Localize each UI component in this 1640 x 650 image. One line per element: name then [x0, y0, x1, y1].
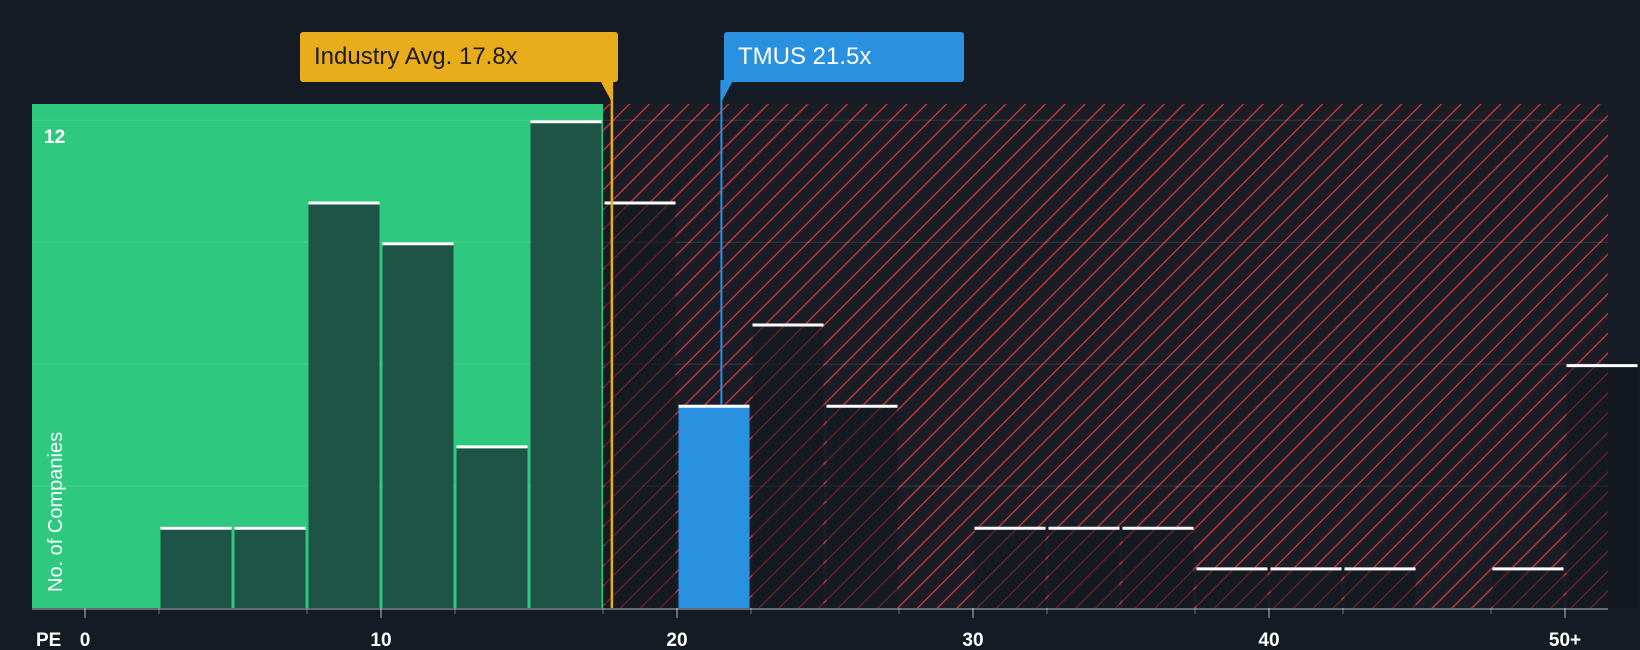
- histogram-bar: [1566, 364, 1638, 608]
- histogram-bar: [1122, 526, 1194, 608]
- x-tick-label: 50+: [1549, 630, 1581, 650]
- x-tick-label: 40: [1258, 630, 1279, 650]
- y-axis-title: No. of Companies: [45, 432, 67, 592]
- company-pe-callout: TMUS 21.5x: [724, 32, 964, 82]
- histogram-bar: [974, 526, 1046, 608]
- histogram-bar: [826, 404, 898, 608]
- x-tick-label: 0: [80, 630, 91, 650]
- industry-average-pointer: [599, 80, 613, 104]
- y-tick-label: 12: [44, 127, 65, 148]
- x-tick-label: 10: [370, 630, 391, 650]
- histogram-bar: [1048, 526, 1120, 608]
- histogram-bar: [604, 201, 676, 608]
- histogram-bar: [308, 201, 380, 608]
- industry-average-label: Industry Avg. 17.8x: [314, 43, 518, 70]
- histogram-bar: [456, 445, 528, 608]
- histogram-bar: [1492, 567, 1564, 608]
- histogram-bar: [530, 120, 602, 609]
- histogram-bar: [752, 323, 824, 608]
- histogram-bar: [160, 526, 232, 608]
- x-tick-label: 30: [962, 630, 983, 650]
- histogram-bar: [1270, 567, 1342, 608]
- histogram-bar: [382, 242, 454, 608]
- industry-average-callout: Industry Avg. 17.8x: [300, 32, 618, 82]
- company-pe-label: TMUS 21.5x: [738, 43, 872, 70]
- histogram-bar: [678, 404, 750, 608]
- histogram-bar: [1196, 567, 1268, 608]
- histogram-bar: [1344, 567, 1416, 608]
- histogram-bar: [234, 526, 306, 608]
- x-axis-title: PE: [36, 630, 61, 650]
- x-tick-label: 20: [666, 630, 687, 650]
- company-pe-pointer: [720, 80, 734, 104]
